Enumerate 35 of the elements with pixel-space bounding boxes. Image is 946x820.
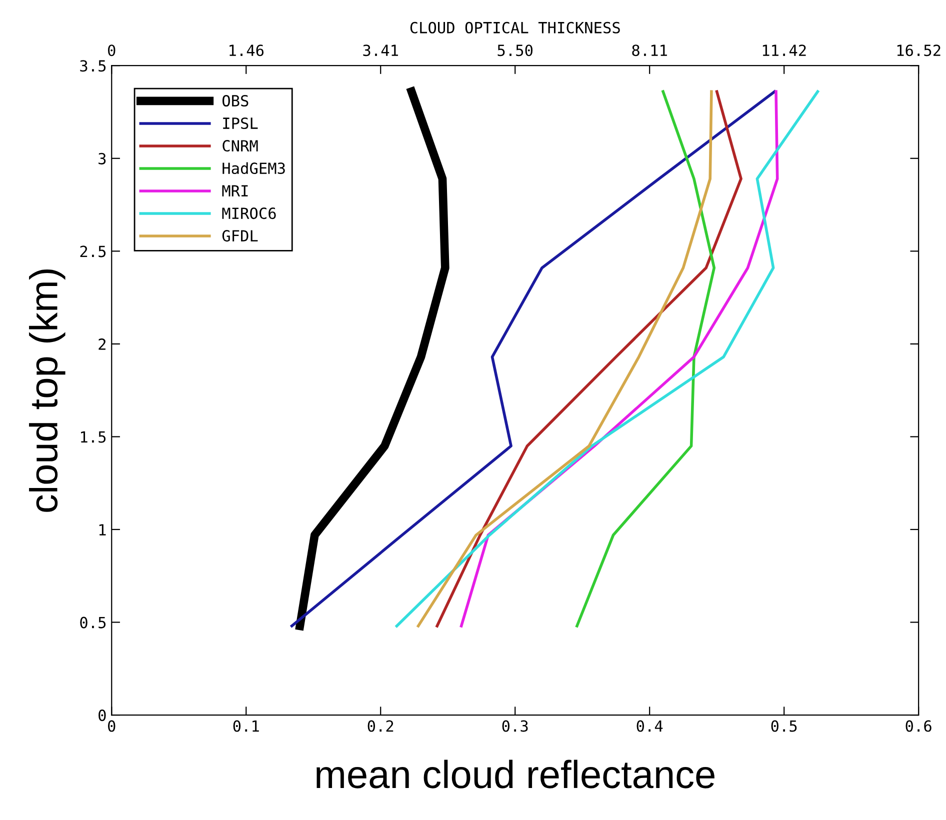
x-axis-title: mean cloud reflectance — [316, 760, 714, 788]
text: 5.50 — [498, 44, 533, 56]
x2-axis-title: CLOUD OPTICAL THICKNESS — [410, 22, 620, 34]
legend-label: GFDL — [222, 230, 258, 242]
text: 1.46 — [230, 44, 264, 56]
x-tick-label: 0.3 — [502, 720, 528, 732]
line-series — [290, 90, 776, 628]
line-series — [395, 90, 820, 628]
line-series — [576, 90, 716, 628]
legend-label: OBS — [222, 94, 248, 107]
x-tick-label: 0.5 — [771, 720, 797, 732]
text: 11.42 — [762, 44, 806, 56]
y-tick-label: 2 — [98, 338, 106, 350]
y-axis-title: cloud top (km) — [29, 270, 66, 512]
y-tick-label: 0.5 — [80, 616, 106, 628]
text: 3.41 — [363, 44, 398, 56]
legend-label: HadGEM3 — [222, 162, 285, 174]
x-tick-label: 0.4 — [636, 720, 663, 732]
legend-label: IPSL — [223, 117, 258, 130]
legend-label: MRI — [222, 185, 248, 196]
text: 0 — [108, 44, 116, 56]
x-tick-label: 0 — [108, 720, 116, 732]
x-tick-label: 0.2 — [368, 720, 394, 732]
text: 8.11 — [632, 44, 667, 56]
y-tick-label: 3.5 — [80, 60, 106, 72]
y-tick-label: 0 — [98, 710, 106, 722]
y-tick-label: 1 — [99, 524, 106, 536]
legend-label: CNRM — [222, 140, 258, 152]
y-tick-label: 1.5 — [81, 431, 106, 443]
x-tick-label: 0.6 — [906, 720, 932, 732]
x-tick-label: 0.1 — [233, 720, 259, 732]
y-tick-label: 2.5 — [80, 246, 106, 258]
text: 16.52 — [897, 44, 940, 56]
legend-label: MIROC6 — [222, 208, 276, 220]
y-tick-label: 3 — [98, 152, 106, 164]
